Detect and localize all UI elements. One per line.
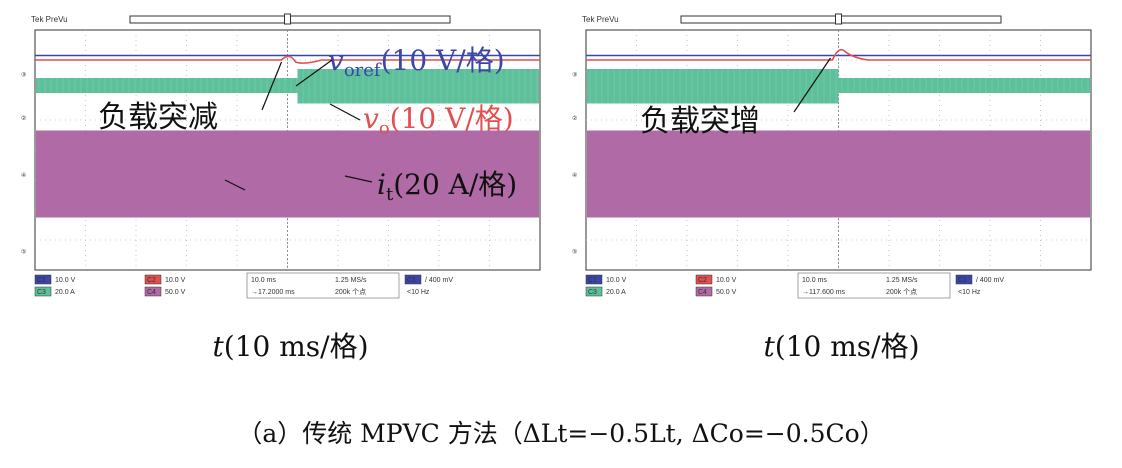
ch-marker: ⑤ bbox=[21, 249, 26, 256]
x-axis-label-rest: (10 ms/格) bbox=[224, 330, 369, 363]
status-ch2-chip bbox=[144, 274, 162, 285]
status-trig-chip-label: C1 bbox=[407, 277, 416, 284]
trigger-marker bbox=[284, 13, 291, 25]
status-trig-chip bbox=[955, 274, 973, 285]
event-label: 负载突增 bbox=[640, 104, 760, 139]
status-record: 200k 个点 bbox=[886, 288, 917, 296]
trace-it-before bbox=[36, 78, 298, 93]
trace-it-before bbox=[587, 69, 839, 104]
label-vo-main: v bbox=[363, 102, 379, 135]
trace-it-after bbox=[297, 69, 539, 104]
status-bar: C1 10.0 V C2 10.0 V C3 20.0 A C4 50.0 V 10.0 ms 1… bbox=[585, 272, 1004, 299]
ch-marker: ② bbox=[572, 115, 577, 122]
status-freq: <10 Hz bbox=[407, 289, 430, 296]
label-vs-sub: s bbox=[63, 183, 72, 204]
status-trig-chip bbox=[404, 274, 422, 285]
ch-marker: ④ bbox=[21, 172, 26, 179]
leader-it bbox=[344, 175, 373, 183]
status-ch1-val: 10.0 V bbox=[55, 277, 76, 284]
status-ch4-chip bbox=[144, 286, 162, 297]
status-ch1-chip-label: C1 bbox=[588, 277, 597, 284]
status-ch4-val: 50.0 V bbox=[716, 289, 737, 296]
label-vs-main: v bbox=[47, 167, 63, 200]
x-axis-label-rest: (10 ms/格) bbox=[775, 330, 920, 363]
status-timebox bbox=[246, 272, 400, 299]
ch-marker: ④ bbox=[572, 172, 577, 179]
status-ch4-chip bbox=[695, 286, 713, 297]
label-it-sub: t bbox=[386, 184, 394, 205]
status-ch2-val: 10.0 V bbox=[165, 277, 186, 284]
label-it: it(20 A/格) bbox=[377, 168, 517, 205]
x-axis-label-var: t bbox=[213, 330, 225, 363]
status-timebase: 10.0 ms bbox=[251, 277, 276, 284]
status-ch3-chip-label: C3 bbox=[37, 289, 46, 296]
status-ch3-chip bbox=[34, 286, 52, 297]
trace-vs bbox=[36, 130, 539, 218]
status-sample-rate: 1.25 MS/s bbox=[886, 277, 918, 284]
trace-vo bbox=[35, 55, 540, 64]
label-voref: voref(10 V/格) bbox=[328, 44, 505, 81]
status-ch4-chip-label: C4 bbox=[147, 289, 156, 296]
scope-panel-right: Tek PreVu ③ ② ④ ⑤ 负载突增 C1 10.0 V C2 10.0 V C3 20.0 … bbox=[572, 13, 1092, 363]
label-it-main: i bbox=[377, 168, 386, 201]
x-axis-label: t(10 ms/格) bbox=[764, 330, 920, 363]
leader-vs bbox=[224, 179, 246, 191]
event-label: 负载突减 bbox=[98, 100, 218, 135]
status-bar: C1 10.0 V C2 10.0 V C3 20.0 A C4 50.0 V 10.0 ms 1… bbox=[34, 272, 453, 299]
status-ch2-chip-label: C2 bbox=[147, 277, 156, 284]
label-vs-rest: (50 V/格) bbox=[72, 167, 196, 200]
status-trig-level: / 400 mV bbox=[976, 277, 1004, 284]
status-ch2-chip-label: C2 bbox=[698, 277, 707, 284]
scope-header: Tek PreVu bbox=[582, 15, 619, 24]
status-ch3-val: 20.0 A bbox=[55, 289, 75, 296]
label-vo: vo(10 V/格) bbox=[363, 102, 514, 139]
event-leader bbox=[261, 61, 283, 111]
label-vo-sub: o bbox=[379, 118, 390, 139]
status-ch4-val: 50.0 V bbox=[165, 289, 186, 296]
status-ch2-val: 10.0 V bbox=[716, 277, 737, 284]
trace-vs bbox=[587, 130, 1090, 218]
ch-marker: ③ bbox=[21, 72, 26, 79]
status-ch3-val: 20.0 A bbox=[606, 289, 626, 296]
leader-vo bbox=[329, 103, 361, 121]
status-ch1-chip bbox=[585, 274, 603, 285]
status-timebox bbox=[797, 272, 951, 299]
status-trigger-pos: →17.2000 ms bbox=[251, 289, 295, 296]
x-axis-label: t(10 ms/格) bbox=[213, 330, 369, 363]
scope-header: Tek PreVu bbox=[31, 15, 68, 24]
event-leader bbox=[793, 57, 831, 113]
ch-marker: ⑤ bbox=[572, 249, 577, 256]
status-ch3-chip-label: C3 bbox=[588, 289, 597, 296]
status-ch1-chip-label: C1 bbox=[37, 277, 46, 284]
status-ch4-chip-label: C4 bbox=[698, 289, 707, 296]
status-trigger-pos: →117.600 ms bbox=[802, 289, 846, 296]
figure-caption: （a）传统 MPVC 方法（ΔLt=−0.5Lt, ΔCo=−0.5Co） bbox=[237, 419, 885, 448]
x-axis-label-var: t bbox=[764, 330, 776, 363]
label-voref-main: v bbox=[328, 44, 344, 77]
label-it-rest: (20 A/格) bbox=[393, 168, 517, 201]
leader-voref bbox=[295, 59, 333, 87]
trace-vo bbox=[586, 48, 1091, 61]
status-trig-chip-label: C1 bbox=[958, 277, 967, 284]
status-ch2-chip bbox=[695, 274, 713, 285]
status-freq: <10 Hz bbox=[958, 289, 981, 296]
label-voref-sub: oref bbox=[344, 60, 382, 81]
trace-it-after bbox=[838, 78, 1090, 93]
status-trig-level: / 400 mV bbox=[425, 277, 453, 284]
label-voref-rest: (10 V/格) bbox=[381, 44, 505, 77]
status-ch1-val: 10.0 V bbox=[606, 277, 627, 284]
label-vo-rest: (10 V/格) bbox=[390, 102, 514, 135]
status-ch1-chip bbox=[34, 274, 52, 285]
trigger-marker bbox=[835, 13, 842, 25]
status-record: 200k 个点 bbox=[335, 288, 366, 296]
ch-marker: ② bbox=[21, 115, 26, 122]
label-vs: vs(50 V/格) bbox=[47, 167, 196, 204]
ch-marker: ③ bbox=[572, 72, 577, 79]
status-timebase: 10.0 ms bbox=[802, 277, 827, 284]
status-sample-rate: 1.25 MS/s bbox=[335, 277, 367, 284]
status-ch3-chip bbox=[585, 286, 603, 297]
